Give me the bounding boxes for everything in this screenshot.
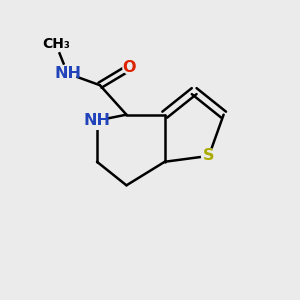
Text: S: S — [203, 148, 214, 164]
Circle shape — [123, 61, 136, 74]
Text: NH: NH — [54, 66, 81, 81]
Circle shape — [88, 112, 106, 129]
Text: NH: NH — [83, 113, 110, 128]
Text: O: O — [123, 60, 136, 75]
Text: CH₃: CH₃ — [42, 37, 70, 51]
Circle shape — [47, 36, 64, 52]
Circle shape — [59, 64, 76, 82]
Circle shape — [202, 148, 216, 163]
